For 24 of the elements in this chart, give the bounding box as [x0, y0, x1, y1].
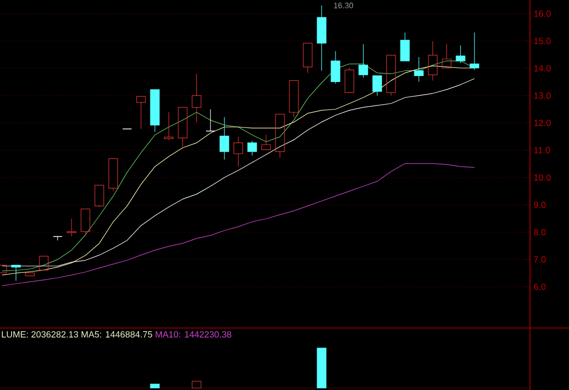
y-tick-label: 10.0 [534, 174, 551, 181]
candlestick [275, 114, 285, 158]
y-tick-label: 9.0 [534, 202, 546, 208]
y-tick-label: 7.0 [534, 256, 546, 263]
candlestick [80, 208, 90, 236]
candlestick [330, 50, 340, 84]
candlestick [316, 5, 326, 72]
y-tick-label: 6.0 [534, 284, 546, 290]
candlestick [456, 45, 466, 64]
y-tick-label: 8.0 [534, 228, 546, 236]
candlestick [11, 264, 21, 282]
candlestick [66, 218, 76, 237]
candlestick [470, 32, 480, 70]
y-tick-label: 12.0 [534, 120, 551, 126]
y-tick-label: 11.0 [534, 147, 550, 154]
text: LUME: 2036282.13 [2, 331, 78, 338]
candlestick [192, 73, 202, 122]
legend-label: MA10: 1442230.38 [156, 331, 232, 338]
y-tick-label: 16.0 [534, 10, 551, 17]
y-tick-label: 13.0 [534, 92, 551, 99]
y-tick-label: 14.0 [534, 65, 551, 72]
legend-label: MA5: 1446884.75 [82, 331, 152, 338]
candlestick [136, 96, 146, 130]
y-tick-label: 15.0 [534, 38, 551, 44]
